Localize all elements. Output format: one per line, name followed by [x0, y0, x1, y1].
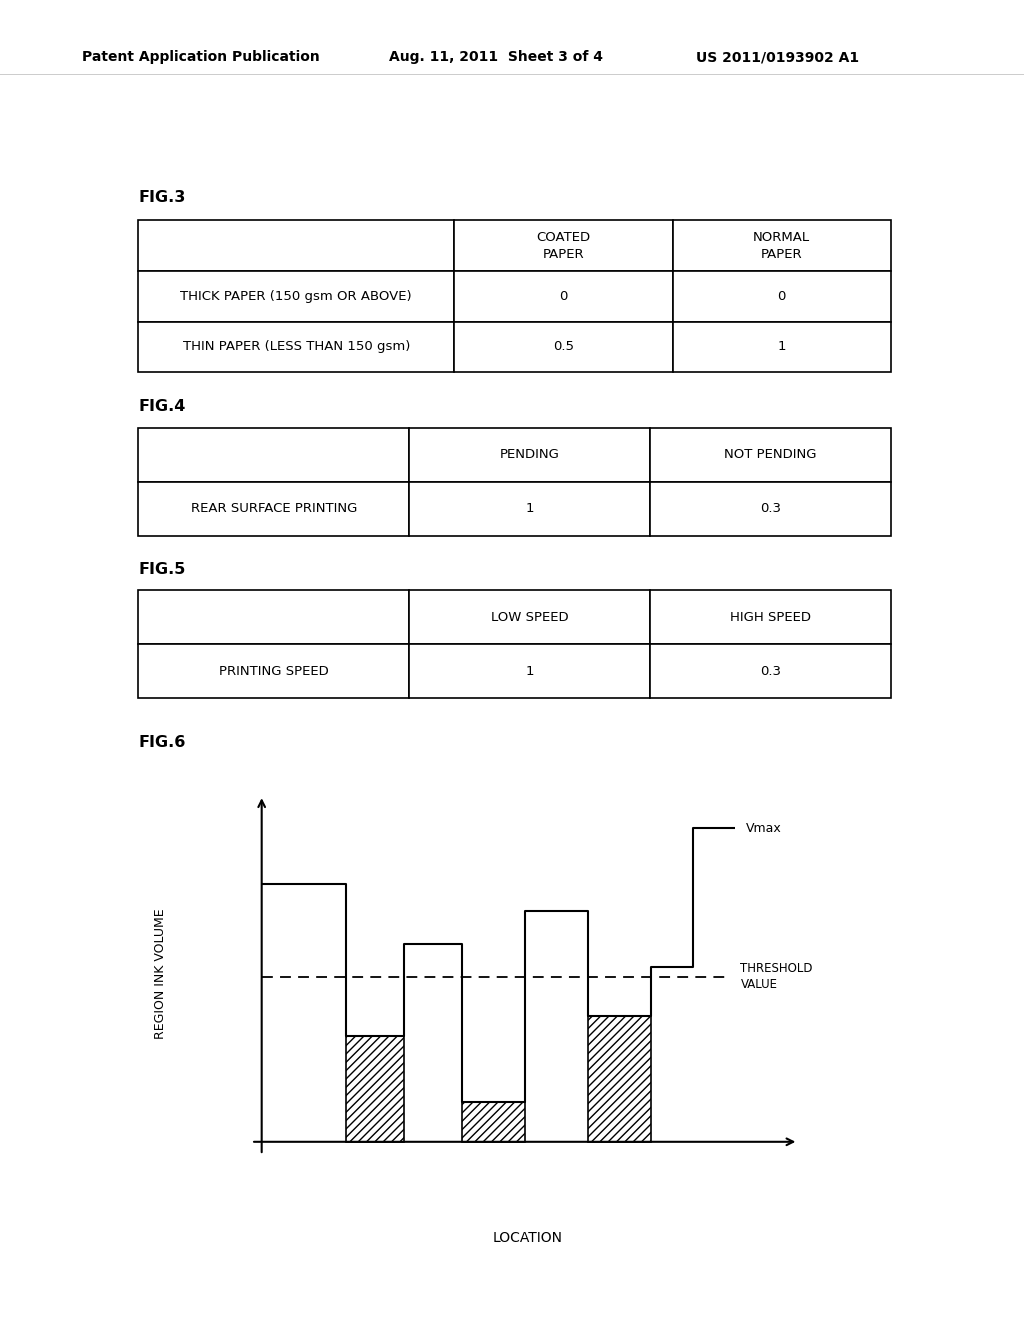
- Text: 0.3: 0.3: [760, 665, 781, 677]
- Bar: [673, 220, 891, 271]
- Text: FIG.6: FIG.6: [138, 735, 185, 750]
- Text: FIG.3: FIG.3: [138, 190, 185, 205]
- Bar: [462, 1102, 524, 1142]
- Text: FIG.4: FIG.4: [138, 400, 185, 414]
- Text: NOT PENDING: NOT PENDING: [724, 449, 817, 461]
- Bar: [346, 1036, 403, 1142]
- Bar: [138, 590, 410, 644]
- Bar: [588, 1016, 651, 1142]
- Bar: [410, 482, 650, 536]
- Text: Aug. 11, 2011  Sheet 3 of 4: Aug. 11, 2011 Sheet 3 of 4: [389, 50, 603, 65]
- Bar: [410, 590, 650, 644]
- Text: REAR SURFACE PRINTING: REAR SURFACE PRINTING: [190, 503, 357, 515]
- Text: THIN PAPER (LESS THAN 150 gsm): THIN PAPER (LESS THAN 150 gsm): [182, 341, 410, 354]
- Bar: [138, 220, 455, 271]
- Text: LOW SPEED: LOW SPEED: [490, 611, 568, 623]
- Text: HIGH SPEED: HIGH SPEED: [730, 611, 811, 623]
- Text: LOCATION: LOCATION: [493, 1230, 562, 1245]
- Text: PENDING: PENDING: [500, 449, 559, 461]
- Text: 0.5: 0.5: [553, 341, 574, 354]
- Text: 0: 0: [777, 290, 786, 302]
- Text: COATED
PAPER: COATED PAPER: [537, 231, 591, 261]
- Bar: [650, 428, 891, 482]
- Bar: [455, 220, 673, 271]
- Bar: [650, 482, 891, 536]
- Bar: [138, 482, 410, 536]
- Bar: [138, 271, 455, 322]
- Bar: [455, 271, 673, 322]
- Text: 1: 1: [777, 341, 786, 354]
- Bar: [650, 590, 891, 644]
- Text: REGION INK VOLUME: REGION INK VOLUME: [154, 908, 167, 1039]
- Bar: [138, 644, 410, 698]
- Text: NORMAL
PAPER: NORMAL PAPER: [754, 231, 810, 261]
- Bar: [462, 1102, 524, 1142]
- Bar: [588, 1016, 651, 1142]
- Bar: [650, 644, 891, 698]
- Text: 1: 1: [525, 503, 534, 515]
- Text: Patent Application Publication: Patent Application Publication: [82, 50, 319, 65]
- Bar: [673, 322, 891, 372]
- Text: 0: 0: [559, 290, 567, 302]
- Text: FIG.5: FIG.5: [138, 562, 185, 577]
- Text: Vmax: Vmax: [745, 822, 781, 834]
- Bar: [410, 644, 650, 698]
- Bar: [410, 428, 650, 482]
- Bar: [455, 322, 673, 372]
- Text: 1: 1: [525, 665, 534, 677]
- Text: PRINTING SPEED: PRINTING SPEED: [219, 665, 329, 677]
- Bar: [346, 1036, 403, 1142]
- Bar: [138, 428, 410, 482]
- Bar: [673, 271, 891, 322]
- Text: THICK PAPER (150 gsm OR ABOVE): THICK PAPER (150 gsm OR ABOVE): [180, 290, 412, 302]
- Text: US 2011/0193902 A1: US 2011/0193902 A1: [696, 50, 859, 65]
- Bar: [138, 322, 455, 372]
- Text: 0.3: 0.3: [760, 503, 781, 515]
- Text: THRESHOLD
VALUE: THRESHOLD VALUE: [740, 962, 813, 991]
